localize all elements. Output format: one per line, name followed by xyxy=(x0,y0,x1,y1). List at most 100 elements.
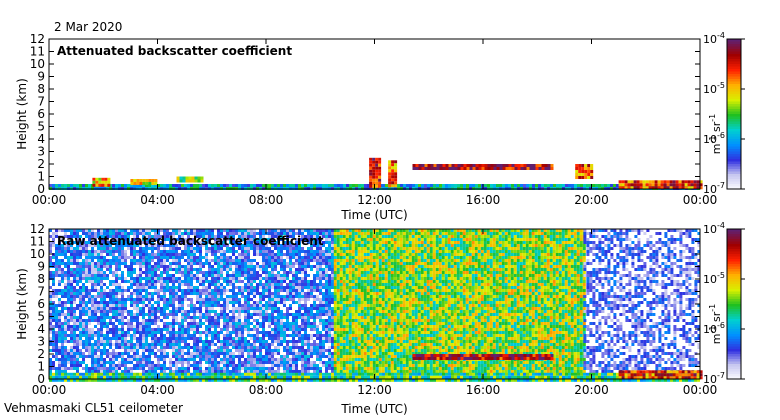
heatmap-cell xyxy=(247,277,250,280)
heatmap-cell xyxy=(73,313,76,316)
heatmap-cell xyxy=(94,310,97,313)
heatmap-cell xyxy=(121,304,124,307)
heatmap-cell xyxy=(193,277,196,280)
heatmap-cell xyxy=(331,253,334,256)
heatmap-cell xyxy=(85,232,88,235)
heatmap-cell xyxy=(319,343,322,346)
heatmap-cell xyxy=(124,301,127,304)
colorbar-step xyxy=(727,41,741,45)
heatmap-cell xyxy=(97,274,100,277)
heatmap-cell xyxy=(262,283,265,286)
heatmap-cell xyxy=(208,313,211,316)
heatmap-cell xyxy=(100,361,103,364)
heatmap-cell xyxy=(88,337,91,340)
heatmap-cell xyxy=(157,256,160,259)
heatmap-cell xyxy=(64,295,67,298)
heatmap-cell xyxy=(163,283,166,286)
heatmap-cell xyxy=(675,186,679,190)
heatmap-cell xyxy=(277,301,280,304)
heatmap-cell xyxy=(241,244,244,247)
heatmap-cell xyxy=(283,244,286,247)
heatmap-cell xyxy=(142,355,145,358)
heatmap-cell xyxy=(67,280,70,283)
heatmap-cell xyxy=(190,268,193,271)
heatmap-cell xyxy=(229,250,232,253)
heatmap-cell xyxy=(238,301,241,304)
heatmap-cell xyxy=(331,340,334,343)
heatmap-cell xyxy=(79,325,82,328)
heatmap-cell xyxy=(163,310,166,313)
heatmap-cell xyxy=(55,355,58,358)
heatmap-cell xyxy=(139,340,142,343)
heatmap-cell xyxy=(190,277,193,280)
heatmap-cell xyxy=(193,256,196,259)
heatmap-cell xyxy=(94,325,97,328)
heatmap-cell xyxy=(94,274,97,277)
heatmap-cell xyxy=(339,256,343,259)
heatmap-cell xyxy=(130,253,133,256)
heatmap-cell xyxy=(73,280,76,283)
heatmap-cell xyxy=(124,280,127,283)
heatmap-cell xyxy=(265,265,268,268)
heatmap-cell xyxy=(217,295,220,298)
heatmap-cell xyxy=(202,298,205,301)
heatmap-cell xyxy=(118,250,121,253)
heatmap-cell xyxy=(648,186,652,190)
heatmap-cell xyxy=(178,355,181,358)
heatmap-cell xyxy=(121,292,124,295)
heatmap-cell xyxy=(331,241,334,244)
heatmap-cell xyxy=(163,184,166,187)
heatmap-cell xyxy=(172,289,175,292)
heatmap-cell xyxy=(217,232,220,235)
heatmap-cell xyxy=(130,271,133,274)
heatmap-cell xyxy=(100,238,103,241)
heatmap-cell xyxy=(88,349,91,352)
heatmap-cell xyxy=(115,244,118,247)
heatmap-cell xyxy=(274,277,277,280)
heatmap-cell xyxy=(142,343,145,346)
heatmap-cell xyxy=(133,364,136,367)
heatmap-cell xyxy=(91,274,94,277)
heatmap-cell xyxy=(313,289,316,292)
heatmap-cell xyxy=(241,325,244,328)
heatmap-cell xyxy=(196,262,199,265)
heatmap-cell xyxy=(274,247,277,250)
heatmap-cell xyxy=(82,253,85,256)
heatmap-cell xyxy=(172,319,175,322)
heatmap-cell xyxy=(250,247,253,250)
heatmap-cell xyxy=(118,310,121,313)
heatmap-cell xyxy=(328,304,331,307)
heatmap-cell xyxy=(690,186,694,190)
heatmap-cell xyxy=(160,352,163,355)
heatmap-cell xyxy=(223,286,226,289)
heatmap-cell xyxy=(238,352,241,355)
heatmap-cell xyxy=(199,337,202,340)
heatmap-cell xyxy=(73,334,76,337)
heatmap-cell xyxy=(256,325,259,328)
heatmap-cell xyxy=(55,229,58,232)
heatmap-cell xyxy=(325,259,328,262)
heatmap-cell xyxy=(97,322,100,325)
heatmap-cell xyxy=(339,295,343,298)
heatmap-cell xyxy=(61,280,64,283)
heatmap-cell xyxy=(217,271,220,274)
heatmap-cell xyxy=(217,289,220,292)
heatmap-cell xyxy=(265,346,268,349)
heatmap-cell xyxy=(256,322,259,325)
heatmap-cell xyxy=(369,169,373,173)
heatmap-cell xyxy=(64,349,67,352)
heatmap-cell xyxy=(235,244,238,247)
heatmap-cell xyxy=(217,337,220,340)
heatmap-cell xyxy=(190,358,193,361)
heatmap-cell xyxy=(469,164,473,167)
heatmap-cell xyxy=(238,313,241,316)
heatmap-cell xyxy=(88,340,91,343)
colorbar-step xyxy=(727,154,741,158)
heatmap-cell xyxy=(130,337,133,340)
heatmap-cell xyxy=(106,229,109,232)
heatmap-cell xyxy=(55,340,58,343)
heatmap-cell xyxy=(73,358,76,361)
heatmap-cell xyxy=(118,238,121,241)
heatmap-cell xyxy=(256,304,259,307)
heatmap-cell xyxy=(304,238,307,241)
